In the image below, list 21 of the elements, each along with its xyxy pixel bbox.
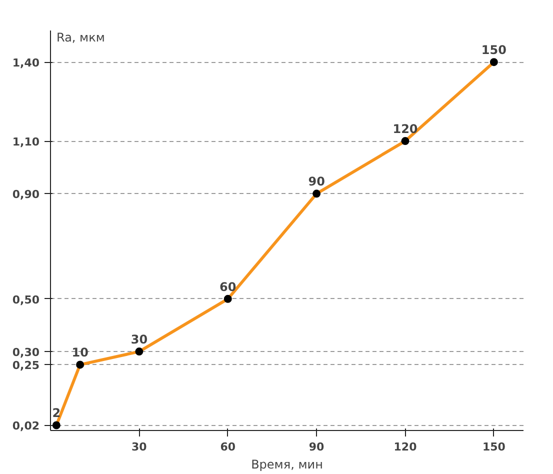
annotation: 150 [481,43,506,58]
y-tick-label: 1,40 [12,56,40,70]
x-tick-label: 60 [220,440,236,454]
annotation: 30 [130,332,148,347]
annotation: 90 [308,174,325,189]
annotation: 60 [220,280,236,294]
y-tick-label: 0,30 [12,346,40,360]
x-tick-label: 150 [482,440,506,454]
y-tick-label: 0,90 [12,188,40,202]
x-tick-label: 120 [394,440,418,454]
y-axis-title: Ra, мкм [56,30,105,44]
y-tick-label: 0,25 [12,359,40,372]
x-tick-label: 90 [308,440,325,454]
annotation: 10 [72,346,88,360]
annotation: 120 [392,122,418,136]
x-axis-title: Время, мин [251,458,323,472]
annotation: 2 [52,406,61,420]
x-tick-label: 30 [132,440,148,454]
y-tick-label: 1,10 [12,136,40,149]
y-tick-label: 0,02 [12,420,40,433]
y-tick-label: 0,50 [12,293,40,306]
